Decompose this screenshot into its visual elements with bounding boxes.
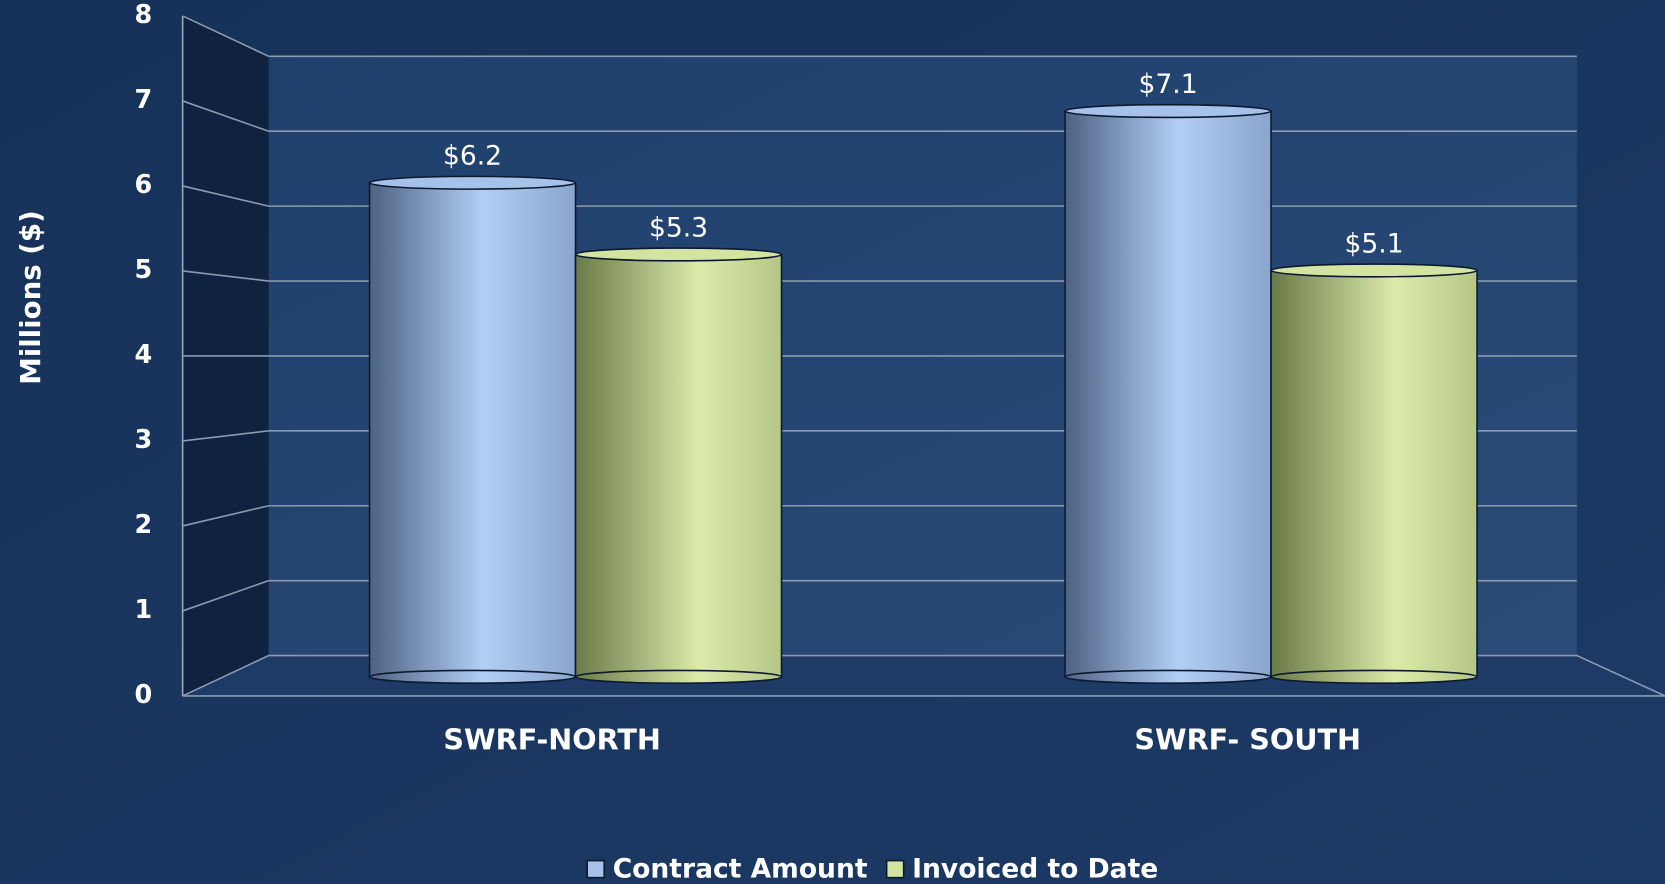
y-tick-label: 2: [134, 510, 152, 540]
legend-label: Invoiced to Date: [912, 854, 1158, 884]
cylinder-bottom: [1270, 669, 1478, 684]
grid-line-side: [182, 15, 269, 58]
cylinder-top: [1270, 263, 1478, 278]
cylinder-bar: [1270, 263, 1478, 684]
y-tick-label: 4: [134, 340, 152, 370]
cylinder-bottom: [1064, 669, 1272, 684]
x-tick-label: SWRF- SOUTH: [1134, 723, 1361, 757]
x-tick-label: SWRF-NORTH: [443, 723, 660, 757]
legend-label: Contract Amount: [613, 854, 868, 884]
cylinder-top: [574, 247, 783, 262]
cylinder-outline: [1270, 270, 1478, 677]
cylinder-bar: [1064, 103, 1272, 684]
data-label: $5.3: [649, 212, 708, 243]
cylinder-bottom: [368, 669, 577, 684]
grid-line-side: [182, 579, 269, 612]
grid-line-side: [182, 430, 269, 442]
cylinder-bottom: [574, 669, 783, 684]
y-tick-label: 6: [134, 170, 152, 200]
grid-line-side: [182, 100, 269, 132]
grid-line-side: [182, 270, 269, 282]
grid-line-side: [182, 185, 269, 207]
cylinder-bar: [368, 175, 577, 684]
cylinder-top: [368, 175, 577, 190]
y-tick-label: 0: [134, 680, 152, 710]
data-label: $5.1: [1345, 228, 1404, 259]
y-tick-label: 1: [134, 595, 152, 625]
y-tick-label: 8: [134, 0, 152, 30]
cylinder-body: [575, 254, 782, 677]
cylinder-body: [1271, 270, 1478, 677]
cylinder-outline: [574, 254, 783, 677]
y-tick-label: 7: [134, 85, 152, 115]
data-label: $6.2: [443, 141, 502, 172]
legend-swatch: [885, 859, 905, 879]
cylinder-bar: [574, 247, 783, 684]
y-axis-label: Millions ($): [14, 210, 47, 385]
grid-line-side: [182, 504, 269, 527]
cylinder-top: [1064, 103, 1272, 119]
y-tick-label: 5: [134, 255, 152, 285]
data-label: $7.1: [1139, 69, 1198, 100]
cylinder-body: [1065, 111, 1272, 677]
y-tick-label: 3: [134, 425, 152, 455]
cylinder-body: [369, 182, 576, 677]
legend-swatch: [586, 859, 605, 879]
